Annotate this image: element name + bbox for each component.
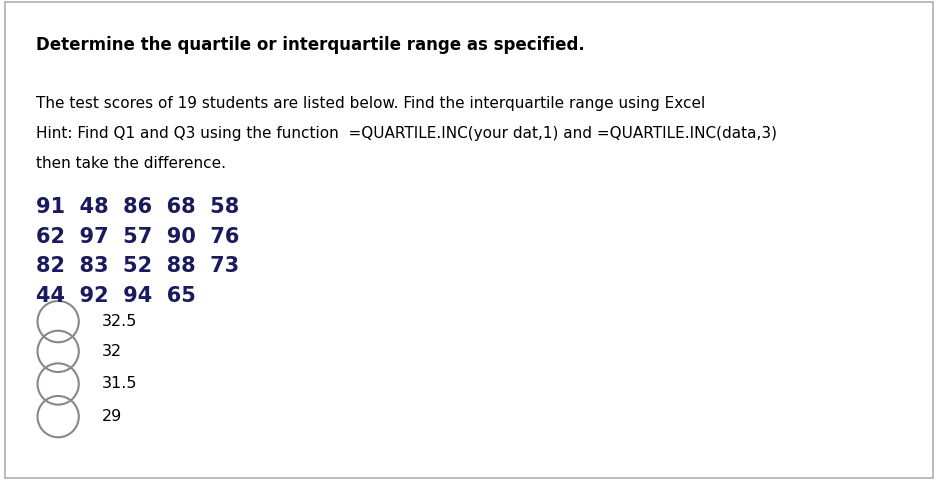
Text: 31.5: 31.5	[102, 376, 138, 392]
Text: then take the difference.: then take the difference.	[36, 156, 226, 170]
Text: 62  97  57  90  76: 62 97 57 90 76	[36, 227, 239, 247]
Text: 29: 29	[102, 409, 123, 424]
Text: 82  83  52  88  73: 82 83 52 88 73	[36, 256, 239, 276]
Text: 32: 32	[102, 344, 122, 359]
FancyBboxPatch shape	[5, 2, 933, 478]
Text: 44  92  94  65: 44 92 94 65	[36, 286, 195, 306]
Text: 32.5: 32.5	[102, 314, 138, 329]
Text: Determine the quartile or interquartile range as specified.: Determine the quartile or interquartile …	[36, 36, 584, 54]
Text: Hint: Find Q1 and Q3 using the function  =QUARTILE.INC(your dat,1) and =QUARTILE: Hint: Find Q1 and Q3 using the function …	[36, 126, 777, 141]
Text: 91  48  86  68  58: 91 48 86 68 58	[36, 197, 239, 217]
Text: The test scores of 19 students are listed below. Find the interquartile range us: The test scores of 19 students are liste…	[36, 96, 704, 111]
